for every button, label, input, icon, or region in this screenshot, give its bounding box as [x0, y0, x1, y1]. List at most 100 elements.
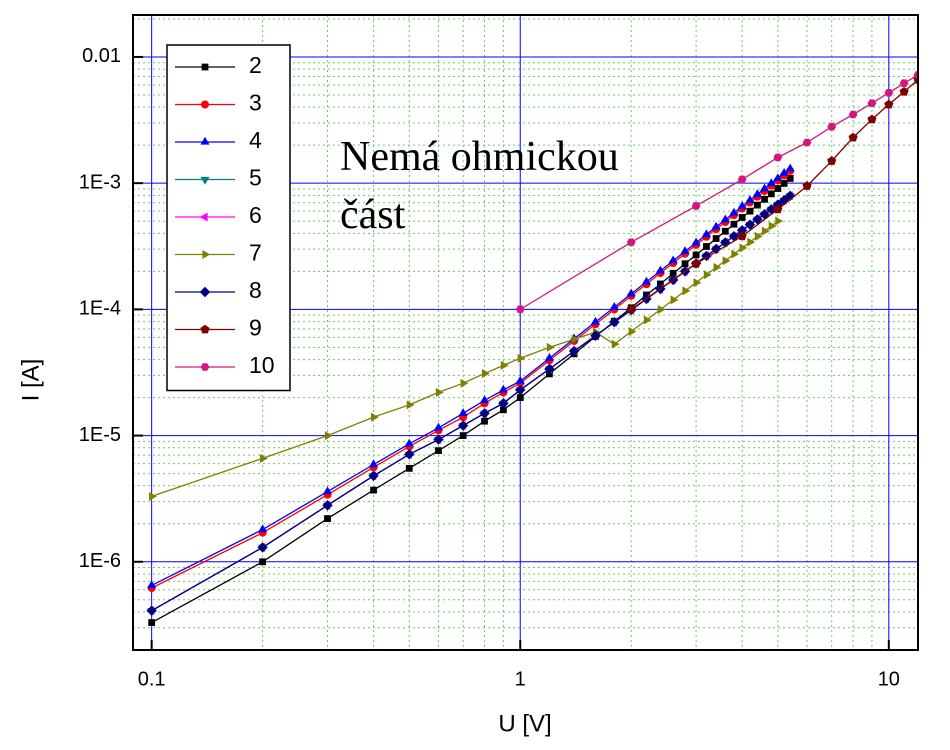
marker [768, 221, 777, 231]
marker [760, 183, 770, 192]
marker [323, 486, 333, 495]
marker [500, 360, 509, 370]
legend-label: 2 [249, 52, 262, 78]
marker [728, 231, 740, 242]
marker [899, 86, 909, 96]
marker [370, 412, 379, 422]
marker [761, 226, 770, 236]
marker [827, 122, 837, 131]
marker [848, 110, 858, 119]
marker [736, 225, 748, 236]
y-tick-label: 1E-6 [79, 550, 121, 572]
axes: 0.1 1 10 1E-6 1E-5 1E-4 1E-3 0.01 [79, 14, 919, 690]
plot-data [146, 71, 918, 626]
marker [802, 138, 812, 147]
marker [655, 265, 665, 274]
marker [693, 278, 702, 288]
marker [712, 235, 720, 242]
marker [691, 202, 701, 210]
marker [435, 387, 444, 397]
marker [458, 408, 468, 416]
marker [711, 221, 721, 230]
marker [146, 605, 157, 616]
legend-marker [199, 212, 208, 222]
marker [370, 486, 377, 494]
marker [322, 500, 333, 511]
marker [516, 394, 524, 401]
marker [626, 304, 636, 314]
x-tick-label: 0.1 [138, 668, 166, 690]
legend: 2 3 4 5 6 7 8 9 10 [166, 44, 291, 392]
marker [515, 305, 525, 314]
marker [738, 214, 746, 221]
marker [544, 363, 555, 375]
legend-marker [200, 363, 210, 371]
legend-box [166, 44, 291, 392]
marker [691, 258, 701, 268]
marker [692, 251, 700, 259]
series [147, 163, 795, 588]
marker [779, 167, 789, 176]
y-tick-label: 0.01 [82, 45, 121, 67]
marker [148, 619, 156, 626]
marker [479, 408, 490, 419]
legend-label: 10 [249, 352, 275, 378]
marker [786, 175, 794, 182]
series [149, 216, 784, 501]
marker [324, 431, 333, 441]
marker [780, 180, 788, 187]
marker [433, 422, 443, 431]
marker [682, 286, 691, 296]
marker [703, 270, 712, 280]
legend-marker [201, 63, 209, 71]
marker [754, 231, 763, 241]
legend-marker [199, 286, 211, 298]
legend-marker [200, 324, 210, 334]
series [148, 175, 794, 626]
legend-label: 4 [249, 127, 262, 153]
annotation: část [340, 192, 406, 238]
legend-marker [202, 250, 211, 259]
marker [515, 384, 526, 396]
marker [147, 580, 157, 588]
marker [737, 175, 747, 184]
marker [460, 378, 469, 388]
marker [404, 438, 414, 447]
legend-marker [200, 136, 210, 145]
marker [701, 250, 712, 262]
marker [626, 238, 636, 247]
marker [498, 398, 509, 409]
marker [913, 71, 918, 79]
marker [773, 173, 783, 182]
legend-marker [201, 100, 209, 109]
marker [785, 163, 795, 172]
legend-marker [200, 176, 210, 185]
marker [406, 400, 415, 410]
marker [515, 375, 525, 384]
marker [747, 237, 756, 247]
marker [701, 229, 711, 238]
marker [884, 99, 894, 109]
legend-label: 6 [249, 202, 262, 228]
marker [746, 207, 754, 215]
marker [626, 288, 636, 297]
series [626, 74, 918, 314]
marker [754, 201, 761, 209]
marker [149, 491, 157, 501]
marker [480, 395, 490, 403]
marker [611, 339, 620, 349]
marker [571, 334, 580, 344]
marker [459, 432, 467, 439]
annotation: Nemá ohmickou [340, 134, 619, 180]
marker [369, 459, 379, 468]
marker [257, 542, 268, 553]
marker [721, 227, 729, 235]
marker [744, 219, 756, 230]
marker [669, 269, 677, 277]
marker [775, 216, 784, 226]
marker [784, 190, 796, 202]
marker [773, 153, 783, 162]
marker [590, 330, 601, 341]
series [515, 71, 918, 314]
